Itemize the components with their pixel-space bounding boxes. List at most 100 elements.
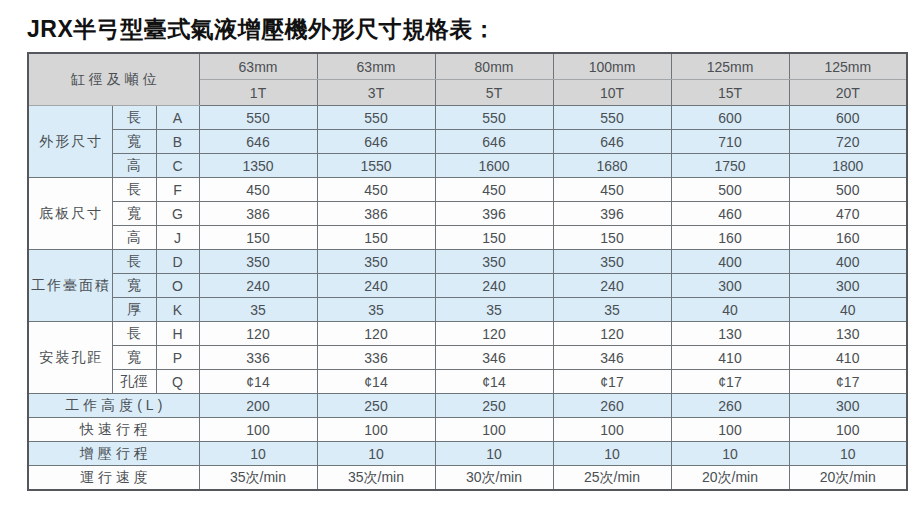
dim-label: 長 [112,250,156,274]
value-cell: 550 [553,106,671,130]
header-row-diameter: 缸徑及噸位 63mm63mm80mm100mm125mm125mm [28,53,907,80]
value-cell: 500 [671,178,789,202]
code-label: J [156,226,199,250]
value-cell: 1750 [671,154,789,178]
value-cell: 10 [789,442,907,466]
value-cell: ¢14 [317,370,435,394]
value-cell: 470 [789,202,907,226]
column-header-tonnage: 10T [553,80,671,106]
table-row: 快速行程100100100100100100 [28,418,907,442]
value-cell: 550 [199,106,317,130]
dim-label: 高 [112,154,156,178]
value-cell: 460 [671,202,789,226]
value-cell: 150 [435,226,553,250]
table-row: 寬G386386396396460470 [28,202,907,226]
value-cell: 450 [199,178,317,202]
table-row: 安裝孔距長H120120120120130130 [28,322,907,346]
value-cell: 100 [317,418,435,442]
value-cell: 150 [199,226,317,250]
table-row: 底板尺寸長F450450450450500500 [28,178,907,202]
column-header-diameter: 63mm [199,53,317,80]
value-cell: 410 [671,346,789,370]
value-cell: 35 [199,298,317,322]
value-cell: 260 [553,394,671,418]
table-row: 高C135015501600168017501800 [28,154,907,178]
value-cell: 10 [553,442,671,466]
dim-label: 高 [112,226,156,250]
value-cell: 450 [317,178,435,202]
column-header-diameter: 125mm [789,53,907,80]
table-header: 缸徑及噸位 63mm63mm80mm100mm125mm125mm 1T3T5T… [28,53,907,106]
value-cell: 40 [789,298,907,322]
value-cell: 35次/min [199,466,317,491]
row-label: 工作高度(L) [28,394,199,418]
value-cell: 346 [435,346,553,370]
table-row: 寬O240240240240300300 [28,274,907,298]
value-cell: 100 [789,418,907,442]
dim-label: 長 [112,178,156,202]
value-cell: 450 [553,178,671,202]
value-cell: 450 [435,178,553,202]
code-label: D [156,250,199,274]
column-header-diameter: 63mm [317,53,435,80]
table-row: 外形尺寸長A550550550550600600 [28,106,907,130]
dim-label: 寬 [112,346,156,370]
value-cell: 160 [671,226,789,250]
table-row: 工作臺面積長D350350350350400400 [28,250,907,274]
value-cell: 150 [317,226,435,250]
page: JRX半弓型臺式氣液增壓機外形尺寸規格表： 缸徑及噸位 63mm63mm80mm… [0,0,919,512]
value-cell: 10 [435,442,553,466]
corner-header: 缸徑及噸位 [28,53,199,106]
page-title: JRX半弓型臺式氣液增壓機外形尺寸規格表： [0,0,919,44]
table-row: 寬P336336346346410410 [28,346,907,370]
value-cell: 240 [199,274,317,298]
value-cell: 260 [671,394,789,418]
column-header-diameter: 80mm [435,53,553,80]
value-cell: 150 [553,226,671,250]
group-label: 底板尺寸 [28,178,112,250]
table-row: 工作高度(L)200250250260260300 [28,394,907,418]
row-label: 快速行程 [28,418,199,442]
value-cell: 646 [199,130,317,154]
value-cell: 350 [435,250,553,274]
code-label: G [156,202,199,226]
value-cell: 550 [435,106,553,130]
value-cell: 10 [199,442,317,466]
table-row: 運行速度35次/min35次/min30次/min25次/min20次/min2… [28,466,907,491]
value-cell: 20次/min [671,466,789,491]
column-header-tonnage: 20T [789,80,907,106]
table-row: 孔徑Q¢14¢14¢14¢17¢17¢17 [28,370,907,394]
value-cell: 400 [789,250,907,274]
code-label: O [156,274,199,298]
table-body: 外形尺寸長A550550550550600600寬B64664664664671… [28,106,907,491]
group-label: 工作臺面積 [28,250,112,322]
value-cell: 1550 [317,154,435,178]
value-cell: 1680 [553,154,671,178]
code-label: B [156,130,199,154]
code-label: F [156,178,199,202]
value-cell: 600 [671,106,789,130]
value-cell: 10 [317,442,435,466]
value-cell: 25次/min [553,466,671,491]
dim-label: 寬 [112,274,156,298]
value-cell: 160 [789,226,907,250]
value-cell: 720 [789,130,907,154]
spec-table: 缸徑及噸位 63mm63mm80mm100mm125mm125mm 1T3T5T… [27,52,908,491]
value-cell: ¢17 [671,370,789,394]
value-cell: 300 [671,274,789,298]
value-cell: 646 [435,130,553,154]
value-cell: 300 [789,274,907,298]
group-label: 安裝孔距 [28,322,112,394]
column-header-diameter: 125mm [671,53,789,80]
value-cell: ¢17 [789,370,907,394]
value-cell: 40 [671,298,789,322]
dim-label: 寬 [112,202,156,226]
value-cell: 130 [671,322,789,346]
value-cell: ¢14 [435,370,553,394]
column-header-diameter: 100mm [553,53,671,80]
code-label: C [156,154,199,178]
dim-label: 孔徑 [112,370,156,394]
value-cell: 120 [435,322,553,346]
value-cell: 35 [553,298,671,322]
value-cell: 240 [435,274,553,298]
